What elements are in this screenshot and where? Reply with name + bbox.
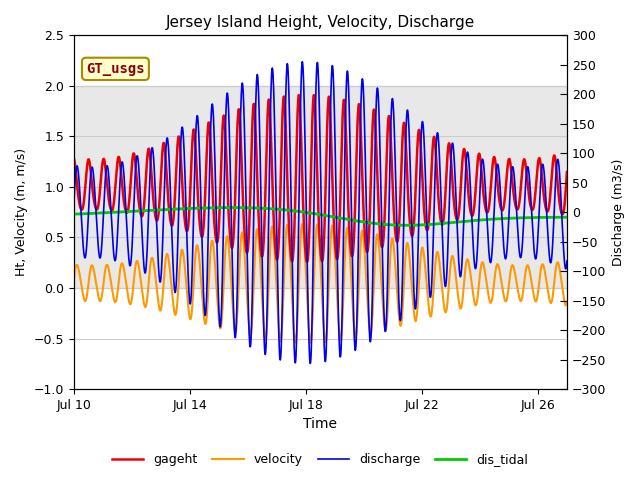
Legend: gageht, velocity, discharge, dis_tidal: gageht, velocity, discharge, dis_tidal <box>107 448 533 471</box>
Y-axis label: Ht, Velocity (m, m/s): Ht, Velocity (m, m/s) <box>15 148 28 276</box>
X-axis label: Time: Time <box>303 418 337 432</box>
Title: Jersey Island Height, Velocity, Discharge: Jersey Island Height, Velocity, Discharg… <box>166 15 475 30</box>
Bar <box>74 86 567 288</box>
Text: GT_usgs: GT_usgs <box>86 62 145 76</box>
Y-axis label: Discharge (m3/s): Discharge (m3/s) <box>612 158 625 266</box>
